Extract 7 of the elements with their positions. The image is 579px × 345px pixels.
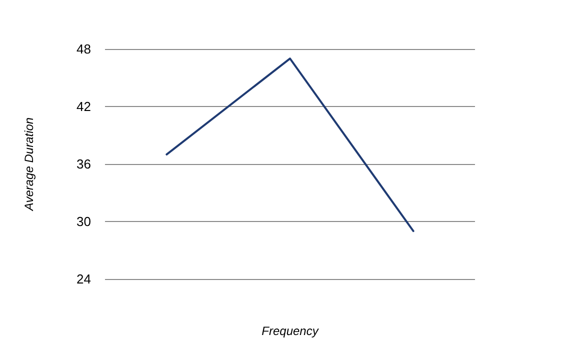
x-axis-title: Frequency xyxy=(262,324,320,338)
y-tick-label: 42 xyxy=(76,99,91,114)
y-tick-label: 48 xyxy=(76,42,91,56)
y-tick-label: 30 xyxy=(76,214,91,229)
y-axis-title: Average Duration xyxy=(22,117,36,212)
y-tick-label: 24 xyxy=(76,272,91,286)
y-tick-label: 36 xyxy=(76,156,91,172)
